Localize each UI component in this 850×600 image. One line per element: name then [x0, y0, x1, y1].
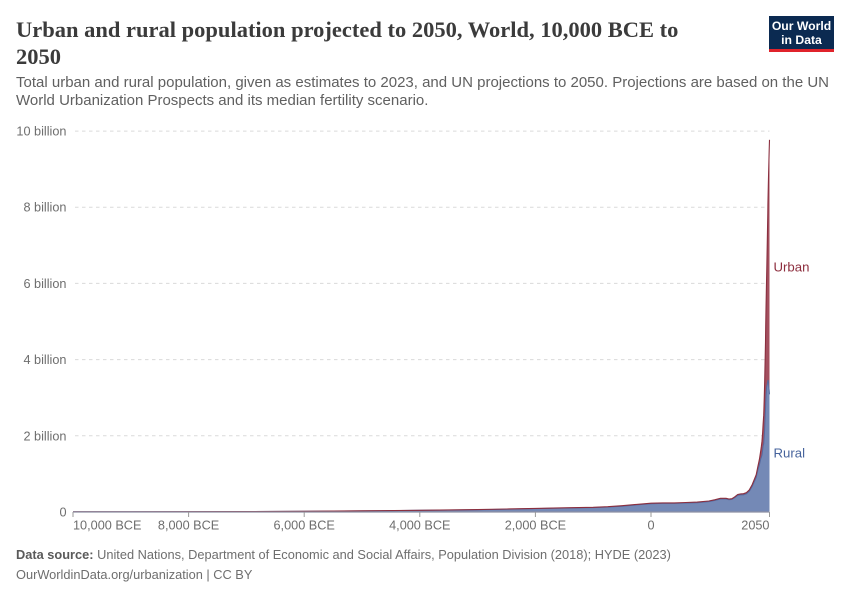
svg-text:6,000 BCE: 6,000 BCE [274, 519, 335, 533]
svg-text:2,000 BCE: 2,000 BCE [505, 519, 566, 533]
svg-text:4 billion: 4 billion [23, 353, 66, 367]
svg-text:0: 0 [59, 506, 66, 520]
svg-text:2050: 2050 [741, 519, 769, 533]
svg-text:8,000 BCE: 8,000 BCE [158, 519, 219, 533]
svg-text:Rural: Rural [774, 446, 806, 461]
svg-text:8 billion: 8 billion [23, 201, 66, 215]
svg-text:Urban: Urban [774, 260, 810, 275]
svg-text:2 billion: 2 billion [23, 429, 66, 443]
svg-text:10 billion: 10 billion [16, 125, 66, 139]
svg-text:4,000 BCE: 4,000 BCE [389, 519, 450, 533]
svg-text:6 billion: 6 billion [23, 277, 66, 291]
svg-text:10,000 BCE: 10,000 BCE [73, 519, 141, 533]
svg-text:0: 0 [647, 519, 654, 533]
